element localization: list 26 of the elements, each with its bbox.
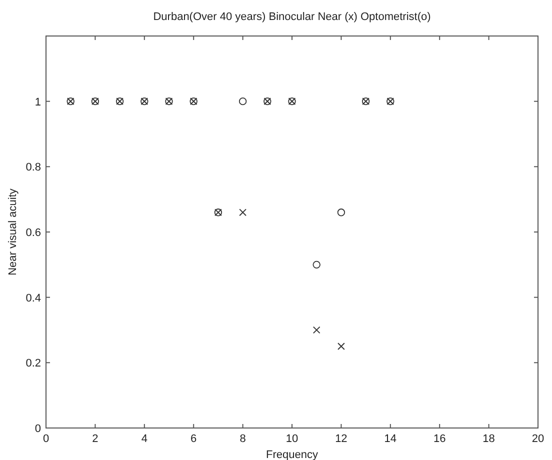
x-tick-label: 12 xyxy=(335,433,348,445)
x-tick-label: 14 xyxy=(384,433,397,445)
x-tick-label: 4 xyxy=(141,433,148,445)
chart-title: Durban(Over 40 years) Binocular Near (x) Optometrist(o) xyxy=(153,11,431,23)
x-tick-label: 16 xyxy=(433,433,446,445)
y-tick-label: 0.6 xyxy=(26,227,41,239)
y-axis-title: Near visual acuity xyxy=(7,188,19,276)
point xyxy=(312,260,320,269)
x-tick-label: 20 xyxy=(532,433,544,445)
point xyxy=(238,97,247,106)
point xyxy=(312,326,320,334)
y-tick-label: 0.2 xyxy=(26,358,41,370)
x-tick-label: 18 xyxy=(482,433,495,445)
y-tick-label: 0.8 xyxy=(26,162,41,174)
x-tick-label: 2 xyxy=(92,433,98,445)
x-tick-label: 10 xyxy=(286,433,298,445)
y-tick-label: 0 xyxy=(34,423,41,435)
x-tick-label: 6 xyxy=(190,433,197,445)
point xyxy=(337,208,346,216)
y-tick-label: 1 xyxy=(34,96,41,108)
x-axis-title: Frequency xyxy=(266,449,318,460)
point xyxy=(239,208,246,216)
x-tick-label: 8 xyxy=(240,433,246,445)
y-tick-label: 0.4 xyxy=(26,292,41,304)
x-tick-label: 0 xyxy=(42,433,50,445)
point xyxy=(338,342,345,350)
